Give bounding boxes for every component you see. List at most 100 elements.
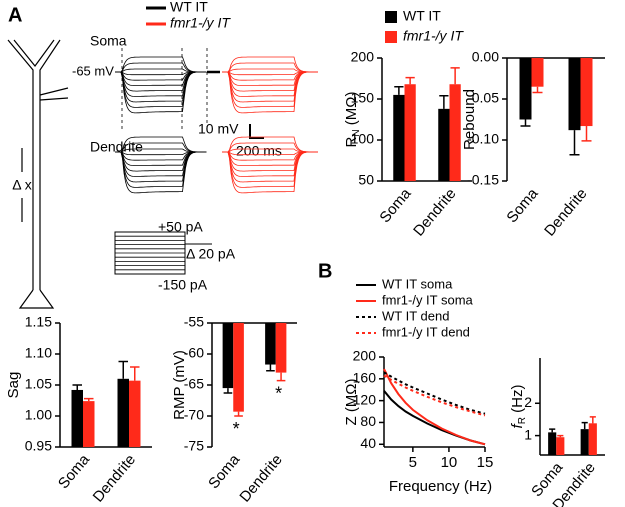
voltage-trace (115, 62, 207, 73)
voltage-traces (114, 56, 319, 275)
y-label-sub: R (517, 417, 528, 424)
bar (580, 58, 593, 127)
bar (438, 108, 450, 181)
voltage-trace (222, 71, 318, 103)
bar (519, 58, 532, 120)
y-tick-label: 1.05 (25, 376, 52, 392)
error-bar (266, 364, 275, 372)
error-bar (557, 434, 564, 438)
bar (556, 437, 565, 455)
error-bar (439, 94, 449, 109)
legend-label: fmr1-/y IT (170, 15, 231, 31)
panel-label: A (8, 4, 22, 26)
x-tick-label: 15 (477, 454, 494, 471)
y-tick-label: 1.15 (25, 314, 52, 330)
rest-label: -65 mV (72, 63, 114, 78)
bar (265, 323, 276, 365)
trace-label: Dendrite (90, 139, 143, 155)
voltage-trace (115, 56, 207, 73)
error-bar (581, 421, 588, 430)
step-label: -150 pA (158, 277, 208, 293)
scale-label: 10 mV (198, 121, 239, 137)
line-series (383, 374, 486, 417)
neuron-diagram (7, 39, 69, 309)
legend-label: WT IT (170, 0, 208, 15)
voltage-trace (222, 71, 318, 86)
y-label-unit: (MΩ) (343, 92, 360, 130)
y-tick-label: 1.00 (25, 407, 52, 423)
trace-label: Soma (90, 33, 127, 49)
x-tick-label: Soma (503, 185, 542, 226)
y-tick-label: 1 (524, 426, 532, 442)
error-bar (589, 416, 596, 424)
y-tick-label: 200 (353, 348, 377, 364)
bar (222, 323, 234, 389)
y-tick-label: 50 (358, 172, 374, 188)
bar (83, 401, 95, 447)
error-bar (569, 130, 580, 156)
line-series (383, 368, 486, 446)
bar (568, 58, 581, 131)
y-tick-label: 120 (353, 391, 377, 407)
distance-label: Δ x (12, 177, 31, 193)
error-bar (450, 67, 460, 85)
scale-label: 200 ms (236, 143, 282, 159)
x-tick-label: Dendrite (90, 451, 139, 505)
y-tick-label: 2 (524, 394, 532, 410)
y-axis-label: Rebound (461, 89, 478, 150)
error-bar (532, 86, 543, 94)
y-tick-label: 150 (351, 90, 375, 106)
error-bar (72, 384, 82, 390)
y-label-unit: (Hz) (509, 385, 526, 418)
error-bar (581, 126, 592, 142)
step-label: +50 pA (158, 219, 203, 235)
bar (393, 94, 405, 181)
y-tick-label: -0.15 (467, 172, 499, 188)
y-tick-label: -60 (184, 345, 204, 361)
voltage-trace (115, 142, 207, 153)
annotation: * (275, 383, 282, 403)
y-tick-label: 0.95 (25, 438, 52, 454)
y-tick-label: 0.00 (472, 49, 499, 65)
error-bar (84, 397, 94, 402)
voltage-trace (115, 136, 207, 153)
legend-label: fmr1-/y IT (403, 28, 464, 44)
step-label: Δ 20 pA (186, 246, 236, 262)
annotation: * (233, 419, 240, 439)
voltage-trace (222, 148, 318, 153)
error-bar (394, 85, 404, 95)
bar (117, 378, 129, 447)
x-tick-label: 5 (409, 454, 417, 471)
error-bar (405, 76, 415, 85)
x-tick-label: Soma (55, 451, 94, 492)
legend-swatch (385, 11, 397, 23)
y-tick-label: -75 (184, 438, 204, 454)
voltage-trace (115, 151, 207, 183)
y-label-sub: N (351, 129, 362, 136)
y-tick-label: 200 (351, 49, 375, 65)
legend-label: fmr1-/y IT dend (382, 324, 470, 339)
voltage-trace (222, 62, 318, 73)
legend-label: WT IT soma (382, 276, 453, 291)
x-tick-label: Dendrite (236, 451, 285, 505)
bar (531, 58, 544, 87)
y-tick-label: 100 (351, 131, 375, 147)
voltage-trace (115, 71, 207, 103)
bar (233, 323, 244, 412)
x-tick-label: Dendrite (541, 185, 590, 239)
y-axis-label: fR (Hz) (509, 385, 528, 429)
legend-label: WT IT (403, 8, 441, 24)
y-tick-label: -0.05 (467, 90, 499, 106)
x-tick-label: Soma (205, 451, 244, 492)
y-label-main: R (343, 136, 360, 147)
time-markers (121, 48, 208, 132)
bar (275, 323, 287, 373)
legend-label: fmr1-/y IT soma (382, 292, 474, 307)
y-tick-label: 40 (360, 435, 376, 451)
x-axis-label: Frequency (Hz) (389, 478, 492, 495)
y-tick-label: -55 (184, 314, 204, 330)
error-bar (118, 360, 128, 379)
line-series (383, 371, 486, 415)
y-label-main: f (509, 422, 526, 428)
y-tick-label: 80 (360, 413, 376, 429)
